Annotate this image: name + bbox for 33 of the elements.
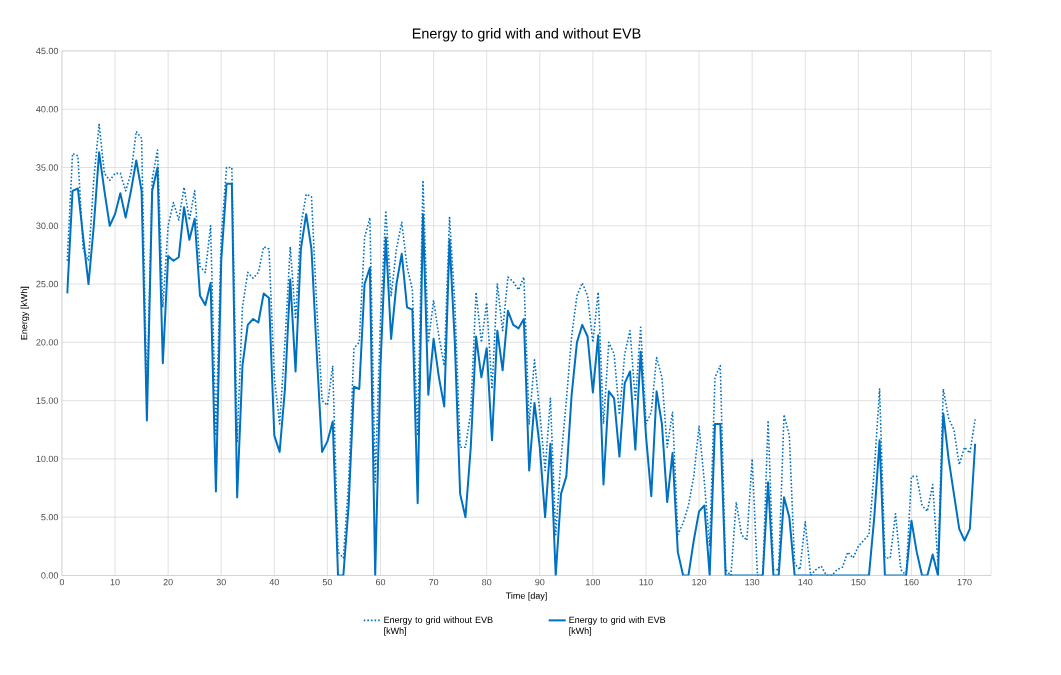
y-tick-label: 10.00 (36, 455, 59, 462)
x-tick-label: 40 (269, 578, 279, 586)
x-tick-label: 70 (429, 578, 439, 586)
chart-title: Energy to grid with and without EVB (412, 27, 641, 42)
x-tick-label: 10 (110, 578, 120, 586)
legend-label: Energy to grid without EVB [kWh] (384, 616, 493, 636)
x-tick-label: 20 (163, 578, 173, 586)
x-tick-label: 170 (957, 578, 972, 586)
x-tick-label: 120 (692, 578, 707, 586)
x-tick-label: 110 (639, 578, 653, 586)
y-tick-label: 35.00 (36, 164, 59, 171)
x-tick-label: 140 (798, 578, 813, 586)
x-tick-label: 30 (216, 578, 226, 586)
y-tick-label: 40.00 (36, 105, 59, 113)
y-tick-label: 5.00 (41, 513, 59, 521)
y-tick-label: 45.00 (36, 47, 59, 54)
x-tick-label: 130 (745, 578, 760, 586)
x-tick-label: 50 (322, 578, 333, 586)
y-axis-title: Energy [kWh] (20, 286, 30, 340)
x-tick-label: 90 (535, 578, 545, 586)
legend-label: Energy to grid with EVB [kWh] (569, 616, 666, 636)
x-tick-label: 0 (59, 578, 65, 586)
y-tick-label: 0.00 (41, 572, 59, 579)
x-tick-label: 80 (482, 578, 492, 586)
y-tick-label: 30.00 (36, 222, 59, 229)
x-tick-label: 160 (904, 578, 919, 586)
x-tick-label: 60 (375, 578, 386, 586)
y-tick-label: 15.00 (36, 397, 59, 404)
y-tick-label: 25.00 (36, 280, 59, 288)
x-tick-label: 150 (851, 578, 866, 586)
y-tick-label: 20.00 (36, 338, 59, 346)
x-axis-title: Time [day] (505, 592, 547, 601)
x-tick-label: 100 (586, 578, 601, 586)
